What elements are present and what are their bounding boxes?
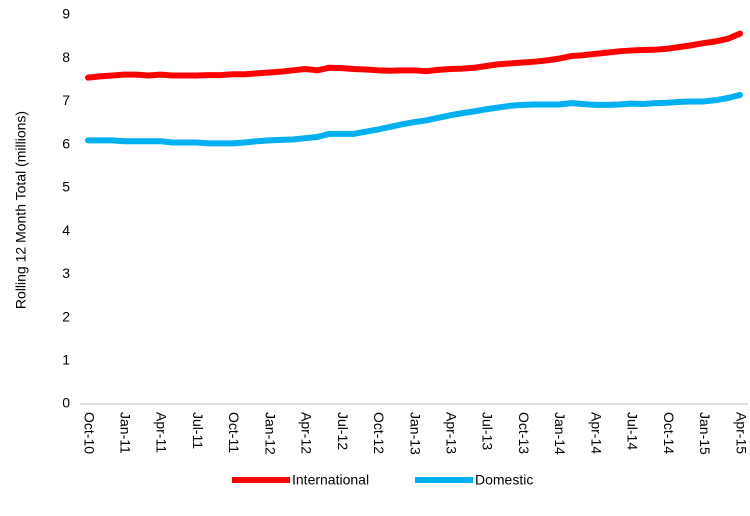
x-tick-label: Oct-11 (226, 412, 242, 453)
x-tick-label: Jul-11 (190, 412, 206, 449)
y-tick-label: 5 (62, 179, 70, 195)
x-tick-label: Jul-12 (335, 412, 351, 450)
x-tick-label: Jan-13 (407, 412, 423, 455)
x-tick-label: Apr-12 (299, 412, 315, 454)
y-tick-label: 9 (62, 6, 70, 22)
y-tick-label: 6 (62, 135, 70, 151)
y-axis-label: Rolling 12 Month Total (millions) (13, 111, 29, 309)
x-tick-label: Oct-10 (81, 412, 97, 454)
y-tick-label: 0 (62, 395, 70, 411)
x-tick-label: Jul-13 (480, 412, 496, 450)
x-tick-label: Oct-14 (661, 412, 677, 454)
x-tick-label: Jan-12 (262, 412, 278, 455)
y-tick-label: 1 (62, 351, 70, 367)
x-tick-label: Oct-13 (516, 412, 532, 454)
x-tick-label: Jan-15 (697, 412, 713, 455)
x-tick-label: Apr-14 (588, 412, 604, 454)
legend-label: International (292, 472, 369, 488)
x-tick-label: Jan-11 (118, 412, 134, 454)
y-tick-label: 3 (62, 265, 70, 281)
legend-label: Domestic (475, 472, 533, 488)
x-tick-label: Apr-15 (733, 412, 749, 454)
x-tick-label: Jul-14 (625, 412, 641, 450)
series-line (85, 30, 743, 81)
x-tick-label: Oct-12 (371, 412, 387, 454)
y-tick-label: 8 (62, 49, 70, 65)
y-tick-label: 7 (62, 92, 70, 108)
x-tick-label: Apr-11 (154, 412, 170, 453)
x-tick-label: Jan-14 (552, 412, 568, 455)
series-line (85, 91, 743, 147)
y-tick-label: 4 (62, 222, 70, 238)
y-tick-label: 2 (62, 308, 70, 324)
x-tick-label: Apr-13 (444, 412, 460, 454)
